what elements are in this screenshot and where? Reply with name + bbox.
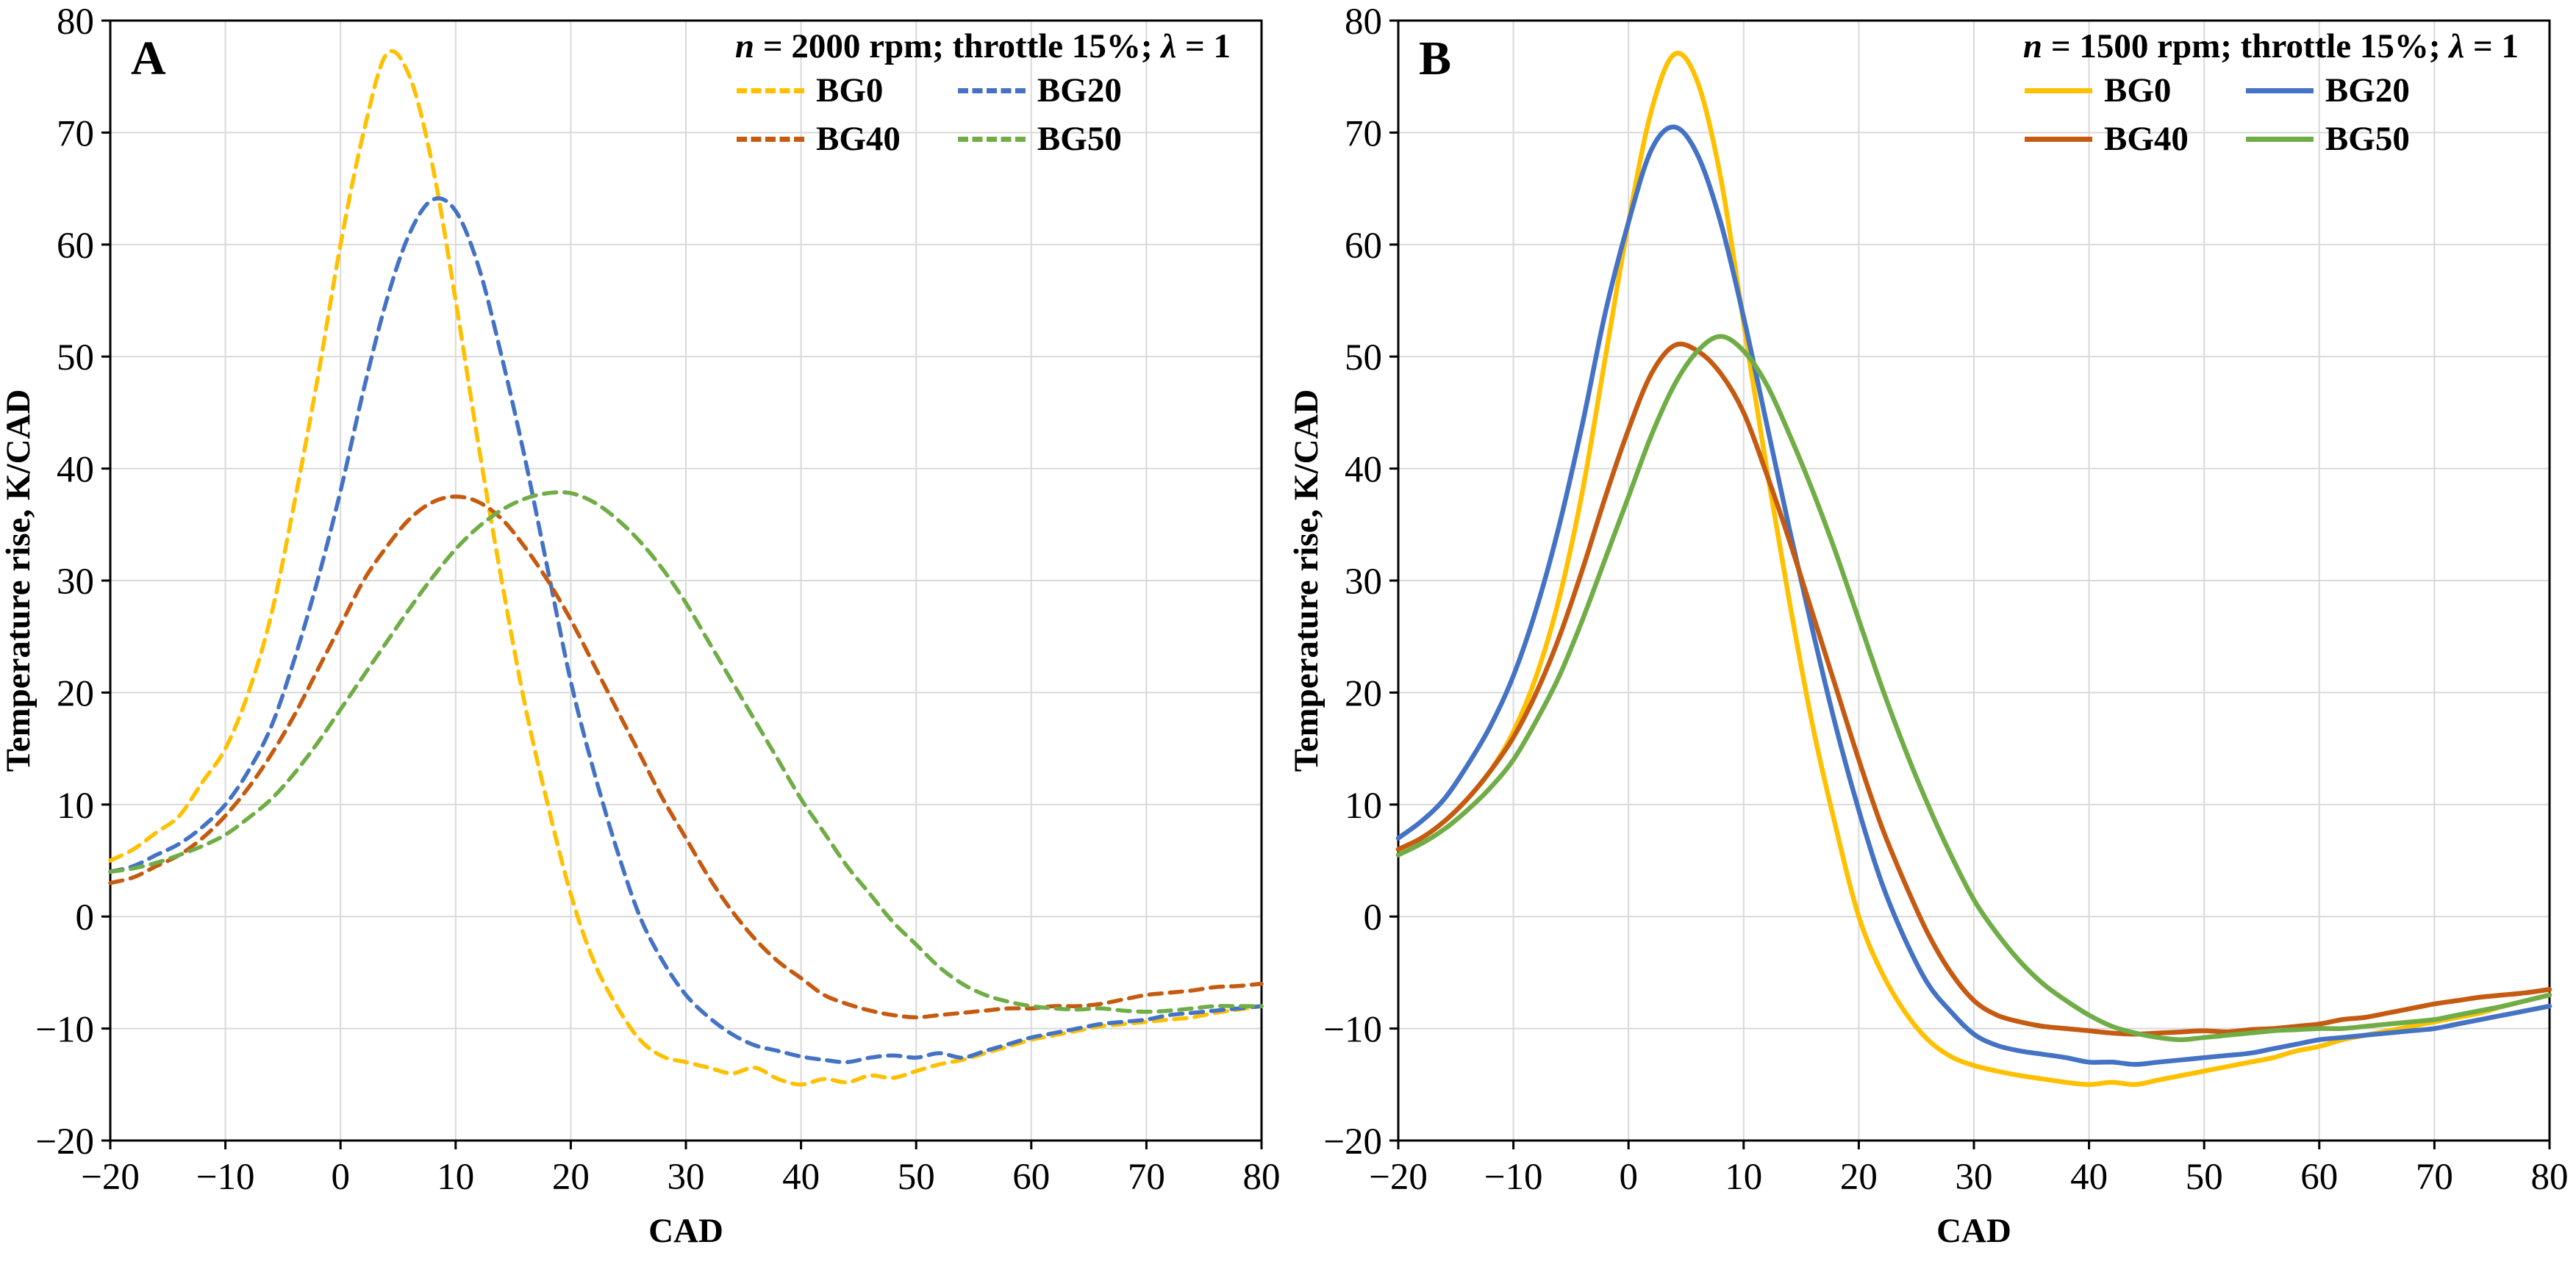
title-variable-n: n (734, 27, 755, 65)
legend-item-bg50: BG50 (957, 119, 1122, 159)
legend-label-bg0: BG0 (2104, 71, 2172, 109)
svg-text:80: 80 (57, 1, 94, 43)
svg-text:60: 60 (1345, 226, 1382, 267)
chart-b-title: n = 1500 rpm; throttle 15%; λ = 1 (2023, 26, 2519, 66)
svg-text:60: 60 (2300, 1157, 2338, 1198)
svg-text:0: 0 (331, 1157, 350, 1198)
svg-text:20: 20 (57, 673, 94, 714)
svg-text:0: 0 (1619, 1157, 1638, 1198)
svg-text:50: 50 (2186, 1157, 2223, 1198)
svg-text:30: 30 (57, 561, 94, 603)
svg-text:40: 40 (57, 450, 94, 491)
legend-item-bg0: BG0 (737, 71, 901, 110)
legend-item-bg0: BG0 (2025, 71, 2189, 110)
legend-line-sample-bg20 (2245, 87, 2314, 93)
svg-text:−10: −10 (1323, 1010, 1382, 1051)
svg-text:20: 20 (1840, 1157, 1878, 1198)
svg-text:10: 10 (437, 1157, 474, 1198)
svg-text:70: 70 (57, 113, 94, 154)
svg-text:80: 80 (2531, 1157, 2569, 1198)
legend-item-bg20: BG20 (2245, 71, 2410, 110)
svg-text:40: 40 (2070, 1157, 2108, 1198)
svg-text:−10: −10 (1484, 1157, 1543, 1198)
svg-text:0: 0 (1364, 897, 1383, 938)
legend-item-bg40: BG40 (737, 119, 901, 159)
svg-text:CAD: CAD (1936, 1212, 2011, 1250)
chart-a-plot: −20 −10 0 10 20 30 40 50 60 70 80 −20 −10 0 10 20 30 40 50… (0, 1, 1281, 1250)
title-text: = 1 (1176, 27, 1231, 65)
svg-text:10: 10 (57, 786, 94, 827)
legend-label-bg50: BG50 (2325, 120, 2410, 158)
legend-line-sample-bg20 (957, 87, 1026, 93)
legend-line-sample-bg40 (2025, 136, 2092, 142)
legend-label-bg0: BG0 (816, 71, 884, 109)
svg-text:Temperature rise, K/CAD: Temperature rise, K/CAD (0, 389, 37, 772)
svg-text:80: 80 (1243, 1157, 1281, 1198)
svg-text:−20: −20 (1369, 1157, 1428, 1198)
title-text: = 2000 rpm; throttle 15%; (754, 27, 1162, 65)
svg-text:40: 40 (1345, 450, 1382, 491)
svg-text:−10: −10 (196, 1157, 255, 1198)
svg-text:Temperature rise, K/CAD: Temperature rise, K/CAD (1288, 389, 1325, 772)
panel-b: −20 −10 0 10 20 30 40 50 60 70 80 −20 −10 0 10 20 30 40 50… (1288, 0, 2576, 1264)
svg-text:20: 20 (552, 1157, 590, 1198)
svg-text:60: 60 (1012, 1157, 1050, 1198)
svg-text:70: 70 (1345, 113, 1382, 154)
svg-text:20: 20 (1345, 673, 1382, 714)
svg-text:60: 60 (57, 226, 94, 267)
svg-text:−20: −20 (35, 1121, 94, 1163)
legend-item-bg40: BG40 (2025, 119, 2189, 159)
legend-item-bg50: BG50 (2245, 119, 2410, 159)
title-variable-lambda: λ (1161, 27, 1177, 65)
svg-text:−20: −20 (81, 1157, 140, 1198)
legend-line-sample-bg50 (957, 136, 1026, 142)
title-text: = 1 (2464, 27, 2519, 65)
chart-a-legend: BG0 BG20 BG40 BG50 (737, 71, 1122, 159)
svg-text:30: 30 (1956, 1157, 1993, 1198)
svg-text:0: 0 (76, 897, 95, 938)
legend-item-bg20: BG20 (957, 71, 1122, 110)
title-variable-lambda: λ (2449, 27, 2465, 65)
legend-label-bg20: BG20 (2325, 71, 2410, 109)
svg-text:70: 70 (2416, 1157, 2453, 1198)
svg-text:50: 50 (57, 337, 94, 378)
svg-text:30: 30 (668, 1157, 705, 1198)
legend-line-sample-bg0 (737, 87, 804, 93)
panel-a: −20 −10 0 10 20 30 40 50 60 70 80 −20 −10 0 10 20 30 40 50… (0, 1, 1281, 1250)
legend-label-bg40: BG40 (816, 120, 901, 158)
svg-text:40: 40 (782, 1157, 820, 1198)
svg-text:70: 70 (1128, 1157, 1165, 1198)
legend-line-sample-bg40 (737, 136, 804, 142)
svg-text:−10: −10 (35, 1010, 94, 1051)
svg-text:10: 10 (1725, 1157, 1762, 1198)
svg-text:10: 10 (1345, 786, 1382, 827)
svg-text:−20: −20 (1323, 1121, 1382, 1163)
svg-text:80: 80 (1345, 1, 1382, 43)
legend-label-bg20: BG20 (1037, 71, 1122, 109)
title-text: = 1500 rpm; throttle 15%; (2042, 27, 2450, 65)
svg-text:CAD: CAD (648, 1212, 723, 1250)
chart-b-legend: BG0 BG20 BG40 BG50 (2025, 71, 2410, 159)
chart-b-plot: −20 −10 0 10 20 30 40 50 60 70 80 −20 −10 0 10 20 30 40 50… (1288, 1, 2569, 1250)
svg-text:30: 30 (1345, 561, 1382, 603)
title-variable-n: n (2022, 27, 2043, 65)
chart-a-title: n = 2000 rpm; throttle 15%; λ = 1 (735, 26, 1231, 66)
legend-label-bg50: BG50 (1037, 120, 1122, 158)
panel-b-letter: B (1419, 32, 1452, 85)
svg-text:50: 50 (898, 1157, 935, 1198)
legend-label-bg40: BG40 (2104, 120, 2189, 158)
legend-line-sample-bg0 (2025, 87, 2092, 93)
panel-a-letter: A (131, 32, 166, 85)
legend-line-sample-bg50 (2245, 136, 2314, 142)
svg-text:50: 50 (1345, 337, 1382, 378)
